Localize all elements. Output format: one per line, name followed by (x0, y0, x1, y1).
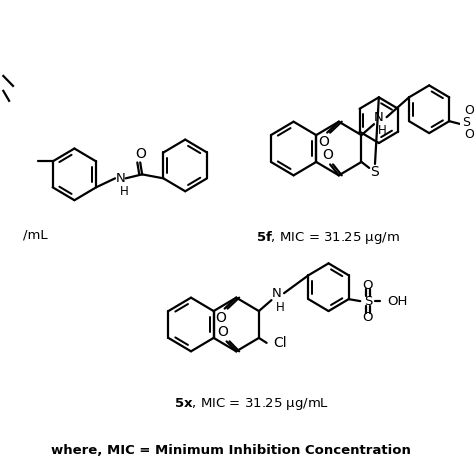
Text: Cl: Cl (273, 336, 287, 350)
Text: O: O (363, 279, 373, 292)
Text: S: S (364, 295, 372, 308)
Text: H: H (276, 301, 284, 314)
Text: O: O (465, 104, 474, 117)
Text: O: O (465, 128, 474, 141)
Text: where, MIC = Minimum Inhibition Concentration: where, MIC = Minimum Inhibition Concentr… (51, 444, 410, 457)
Text: O: O (318, 135, 329, 148)
Text: S: S (462, 116, 470, 128)
Text: O: O (217, 326, 228, 339)
Text: $\mathbf{5x}$, MIC = 31.25 μg/mL: $\mathbf{5x}$, MIC = 31.25 μg/mL (173, 396, 328, 412)
Text: N: N (272, 287, 281, 300)
Text: S: S (371, 165, 379, 179)
Text: OH: OH (387, 295, 408, 308)
Text: H: H (119, 185, 128, 198)
Text: O: O (322, 148, 333, 163)
Text: H: H (378, 124, 387, 137)
Text: O: O (135, 147, 146, 162)
Text: /mL: /mL (23, 228, 47, 242)
Text: $\mathbf{5f}$, MIC = 31.25 μg/m: $\mathbf{5f}$, MIC = 31.25 μg/m (256, 229, 400, 246)
Text: N: N (116, 172, 126, 185)
Text: O: O (215, 310, 226, 325)
Text: N: N (374, 111, 384, 124)
Text: O: O (363, 310, 373, 324)
